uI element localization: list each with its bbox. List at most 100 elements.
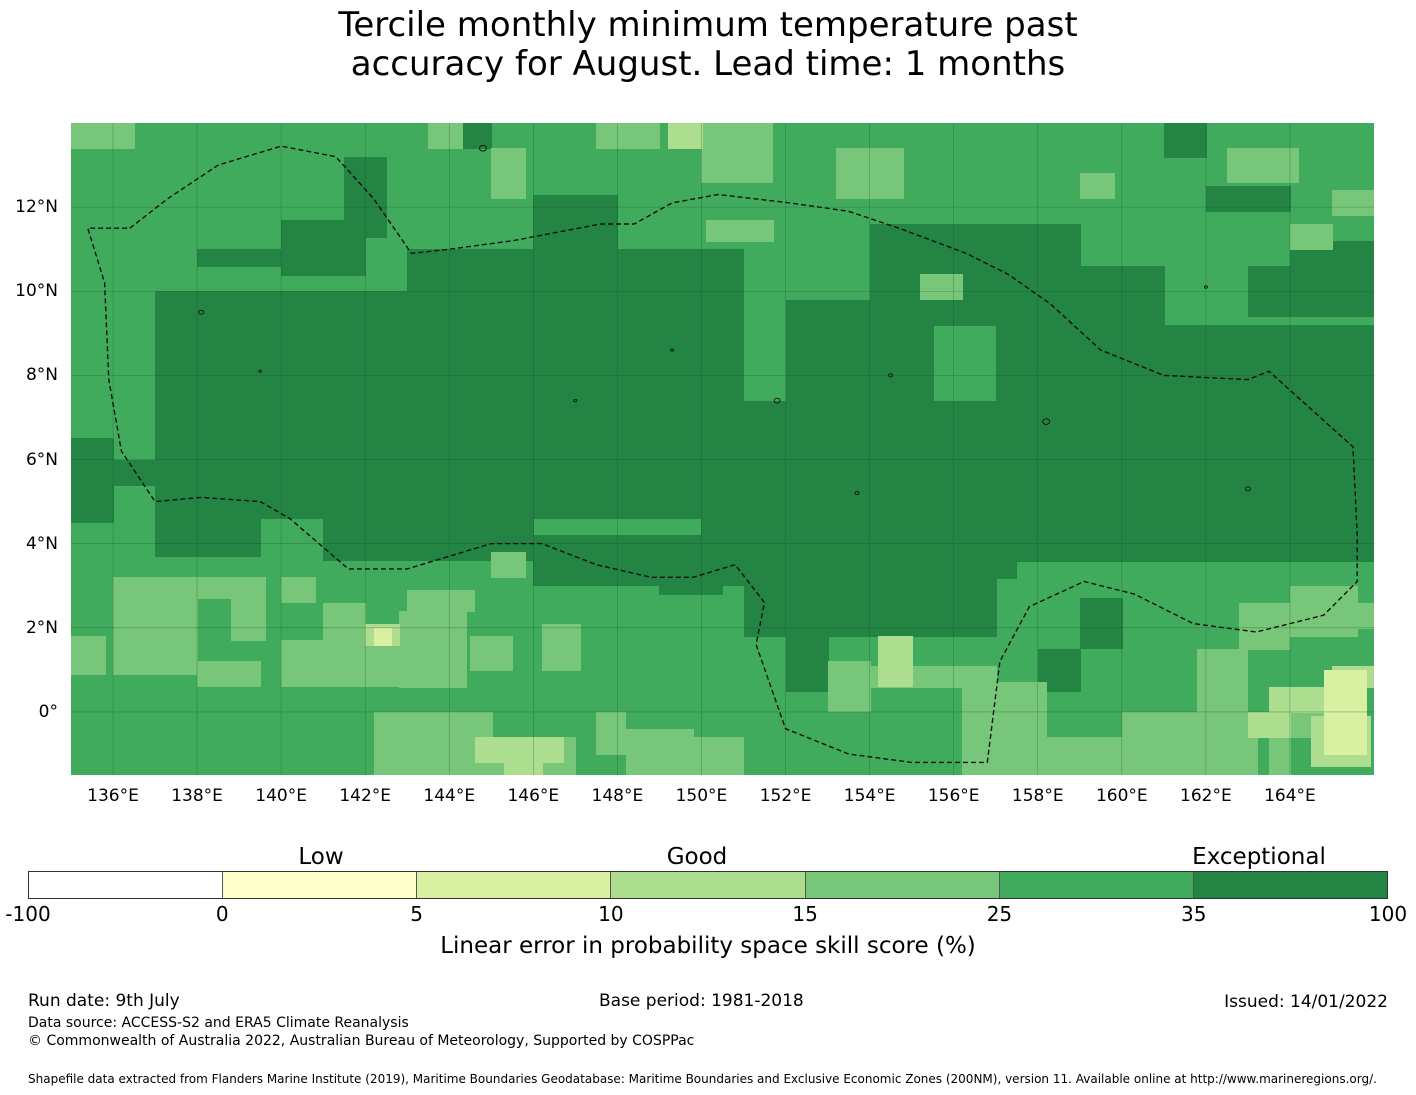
colorbar-segment [999,872,1194,898]
skill-cell-exceptional [197,249,324,267]
longitude-label: 148°E [591,786,644,806]
skill-cell-good [231,577,266,641]
legend-category-good: Good [666,844,728,870]
island-outline [854,491,860,496]
map-canvas [71,123,1374,775]
run-date: Run date: 9th July [28,991,180,1011]
longitude-label: 136°E [87,786,139,806]
colorbar-tick-label: 35 [1180,902,1207,926]
skill-cell-good [1290,224,1333,250]
longitude-label: 140°E [255,786,307,806]
skill-cell-exceptional [155,291,744,519]
map-title-line-1: Tercile monthly minimum temperature past [338,5,1078,45]
longitude-label: 164°E [1264,786,1316,806]
latitude-label: 10°N [15,281,58,302]
skill-cell-good [407,590,475,612]
skill-cell-good [962,682,1047,775]
skill-cell-good [1122,712,1258,775]
skill-cell-good [920,274,963,300]
skill-cell-good [491,148,526,199]
island-outline [258,369,262,373]
colorbar-tick-label: 15 [792,902,818,926]
skill-cell-good [71,636,106,675]
skill-cell-good [1080,173,1115,199]
skill-cell-good [197,577,232,599]
skill-cell-good [491,552,526,578]
island-outline [888,373,894,378]
skill-cell-good [1332,190,1374,216]
skill-cell-good [596,712,626,755]
skill-cell-good [71,123,135,149]
skill-cell-exceptional [155,510,261,557]
longitude-label: 150°E [675,786,728,806]
longitude-label: 162°E [1180,786,1232,806]
island-outline [198,309,205,315]
colorbar-tick-label: 100 [1368,902,1408,926]
shapefile-credit: Shapefile data extracted from Flanders M… [28,1072,1377,1086]
skill-cell-exceptional [870,224,1081,326]
island-outline [670,348,675,352]
longitude-label: 160°E [1095,786,1148,806]
longitude-label: 154°E [843,786,896,806]
colorbar-tick-label: 25 [986,902,1013,926]
skill-cell-good [428,123,463,149]
skill-cell-exceptional [1080,598,1123,649]
colorbar-tick-label: 10 [598,902,624,926]
skill-cell-exceptional [1164,123,1207,158]
colorbar-segment [611,872,806,898]
skill-cell-low [374,628,392,646]
skill-cell-good [1197,649,1248,713]
graticule [71,123,1374,775]
longitude-label: 156°E [927,786,980,806]
skill-cell-good [626,729,694,775]
island-outline [1203,285,1208,289]
skill-cell-exceptional [996,325,1374,562]
skill-cell-good [399,611,467,688]
colorbar-segment [417,872,612,898]
skill-cell-low [1324,670,1367,755]
colorbar-tick-label: 5 [410,902,423,926]
latitude-label: 8°N [25,365,58,386]
skill-cell-good [281,640,408,687]
skill-cell-good [281,577,316,603]
skill-cell-good [1248,712,1291,738]
map-title-line-2: accuracy for August. Lead time: 1 months [350,44,1066,84]
latitude-label: 12°N [15,197,58,218]
legend-category-low: Low [298,844,344,870]
legend-category-exceptional: Exceptional [1192,844,1326,870]
colorbar-axis-label: Linear error in probability space skill … [440,933,976,959]
skill-cell-good [706,220,774,242]
skill-score-map [71,123,1374,775]
skill-cell-good [542,624,581,671]
skill-cell-exceptional [533,195,618,251]
colorbar-segment [805,872,1000,898]
skill-cell-exceptional [1080,266,1165,326]
longitude-label: 138°E [171,786,223,806]
skill-cell-good [1269,733,1291,775]
skill-cell-good [323,603,366,642]
island-outline [1244,486,1251,492]
island-outline [573,398,578,403]
skill-cell-good [1353,603,1374,629]
skill-cell-good [197,661,261,687]
latitude-label: 2°N [25,617,58,638]
island-outline [478,144,487,152]
latitude-label: 0° [38,701,58,722]
data-source: Data source: ACCESS-S2 and ERA5 Climate … [28,1015,409,1031]
base-period: Base period: 1981-2018 [599,991,804,1011]
copyright-notice: © Commonwealth of Australia 2022, Austra… [28,1033,695,1049]
longitude-label: 142°E [339,786,392,806]
skill-cell-good [504,762,543,775]
longitude-label: 144°E [423,786,476,806]
longitude-label: 146°E [507,786,560,806]
colorbar-segment [223,872,418,898]
latitude-label: 4°N [25,533,58,554]
skill-cell-good [701,123,773,183]
skill-cell-good [475,737,564,763]
skill-cell-exceptional [701,401,1017,579]
issued-date: Issued: 14/01/2022 [1224,992,1388,1012]
skill-cell-good [668,123,703,149]
colorbar-tick-label: -100 [5,902,51,926]
skill-cell-exceptional [1206,186,1291,212]
skill-cell-good [596,123,660,149]
